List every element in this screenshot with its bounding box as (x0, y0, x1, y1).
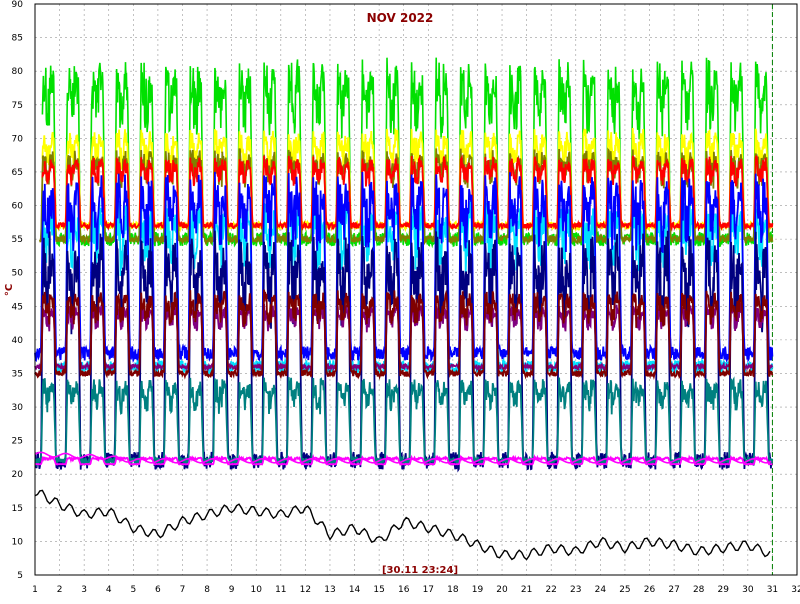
y-tick-label: 65 (12, 168, 23, 178)
x-tick-label: 5 (130, 585, 136, 595)
x-tick-label: 13 (324, 585, 335, 595)
x-tick-label: 10 (250, 585, 262, 595)
series-layer (34, 57, 774, 561)
chart-title: NOV 2022 (367, 11, 434, 25)
plot-frame (34, 3, 798, 576)
y-tick-label: 90 (12, 0, 24, 10)
y-tick-label: 25 (12, 437, 23, 447)
data-series-line (34, 230, 773, 473)
x-tick-label: 29 (718, 585, 730, 595)
x-tick-label: 23 (570, 585, 581, 595)
x-tick-label: 21 (521, 585, 532, 595)
x-tick-label: 31 (767, 585, 778, 595)
x-tick-label: 2 (57, 585, 63, 595)
x-tick-label: 8 (204, 585, 210, 595)
x-tick-label: 25 (619, 585, 630, 595)
y-tick-label: 70 (12, 134, 24, 144)
x-tick-label: 11 (275, 585, 286, 595)
x-tick-label: 7 (180, 585, 186, 595)
y-tick-label: 40 (12, 336, 24, 346)
y-tick-label: 30 (12, 403, 24, 413)
data-series-line (41, 154, 774, 232)
data-series-line (34, 289, 774, 381)
y-tick-label: 60 (12, 202, 24, 212)
x-tick-label: 15 (373, 585, 384, 595)
x-tick-label: 16 (398, 585, 410, 595)
y-tick-label: 55 (12, 235, 23, 245)
y-tick-label: 80 (12, 67, 24, 77)
x-tick-label: 20 (496, 585, 508, 595)
y-tick-label: 35 (12, 369, 23, 379)
y-tick-label: 75 (12, 101, 23, 111)
y-tick-label: 85 (12, 34, 23, 44)
y-axis-label: °C (4, 284, 15, 296)
outdoor-temperature-line (34, 489, 771, 561)
x-tick-label: 9 (229, 585, 235, 595)
y-tick-label: 50 (12, 269, 24, 279)
data-series-line (39, 199, 774, 377)
x-tick-label: 14 (349, 585, 361, 595)
x-tick-label: 27 (668, 585, 679, 595)
y-tick-label: 15 (12, 504, 23, 514)
data-series-line (34, 453, 773, 466)
x-tick-label: 17 (423, 585, 434, 595)
x-tick-label: 24 (595, 585, 607, 595)
x-tick-label: 18 (447, 585, 459, 595)
x-tick-label: 3 (81, 585, 87, 595)
x-tick-label: 1 (32, 585, 38, 595)
y-tick-label: 5 (17, 571, 23, 581)
base-temperature-line (34, 451, 772, 464)
x-tick-label: 32 (791, 585, 800, 595)
x-tick-label: 22 (545, 585, 556, 595)
x-tick-label: 28 (693, 585, 705, 595)
data-series-line (34, 302, 774, 373)
x-tick-label: 30 (742, 585, 754, 595)
x-tick-label: 4 (106, 585, 112, 595)
x-tick-label: 26 (644, 585, 656, 595)
data-series-line (39, 147, 774, 246)
y-tick-label: 10 (12, 537, 24, 547)
x-tick-label: 6 (155, 585, 161, 595)
y-tick-label: 20 (12, 470, 24, 480)
data-series-line (34, 171, 774, 364)
x-tick-label: 19 (472, 585, 484, 595)
x-tick-label: 12 (300, 585, 311, 595)
timestamp-label: [30.11 23:24] (382, 565, 458, 576)
y-tick-label: 45 (12, 302, 23, 312)
